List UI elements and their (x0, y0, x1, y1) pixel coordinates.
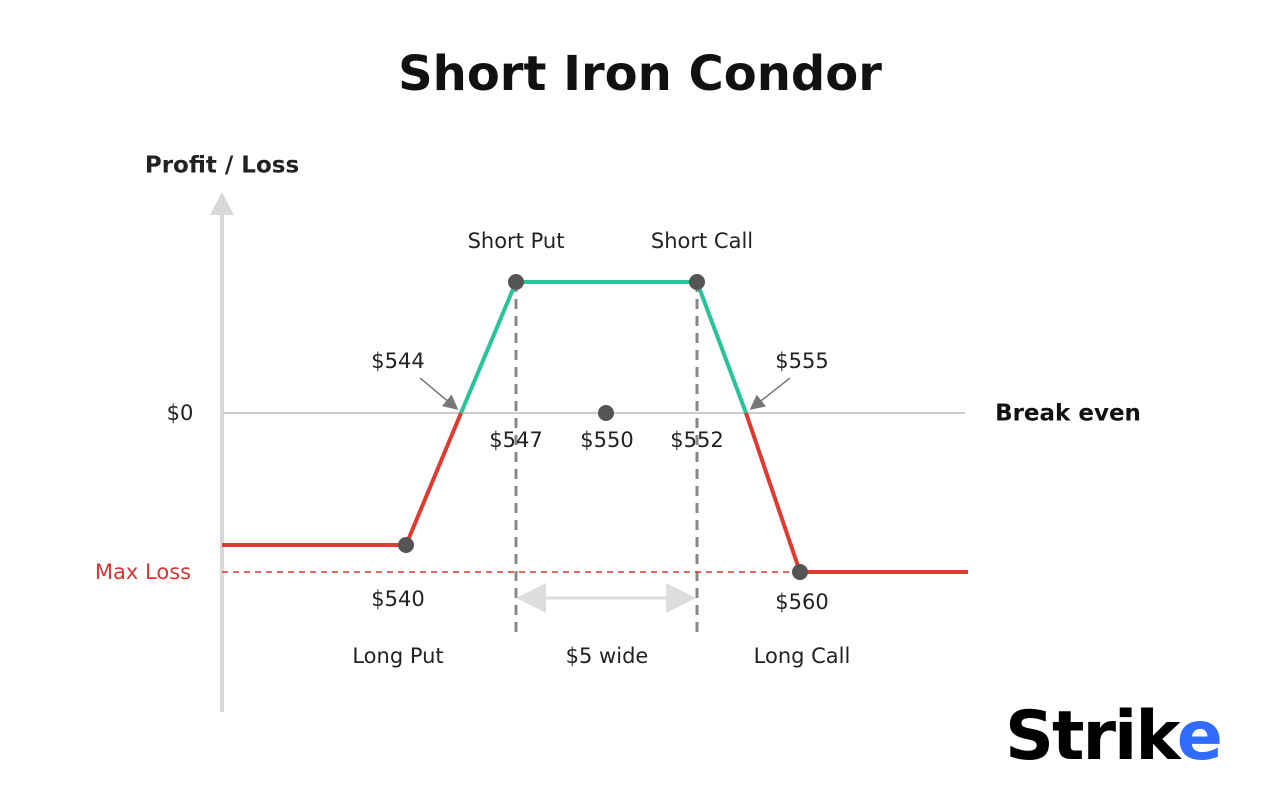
price-label: $544 (371, 349, 424, 373)
point (398, 537, 414, 553)
max-loss-label: Max Loss (95, 560, 191, 584)
point (508, 274, 524, 290)
label: Long Put (352, 644, 443, 668)
logo-accent: e (1177, 697, 1221, 776)
price-label: $540 (371, 587, 424, 611)
zero-label: $0 (167, 401, 194, 425)
price-label: $552 (670, 428, 723, 452)
pointer-arrow (419, 377, 459, 410)
title: Short Iron Condor (398, 46, 882, 102)
point (689, 274, 705, 290)
label: $5 wide (566, 644, 649, 668)
logo: Strike (1005, 697, 1221, 776)
logo-text: Strik (1005, 697, 1182, 776)
price-label: $555 (775, 349, 828, 373)
profit-segment (459, 280, 748, 414)
label: Short Put (468, 229, 565, 253)
y-axis-label: Profit / Loss (145, 153, 299, 179)
label: Short Call (651, 229, 753, 253)
y-axis-arrow (210, 192, 234, 215)
price-label: $547 (489, 428, 542, 452)
price-label: $560 (775, 590, 828, 614)
point (598, 405, 614, 421)
pointer-arrow (749, 377, 791, 410)
label: Long Call (754, 644, 851, 668)
price-label: $550 (580, 428, 633, 452)
point (792, 564, 808, 580)
break-even-label: Break even (995, 401, 1141, 427)
